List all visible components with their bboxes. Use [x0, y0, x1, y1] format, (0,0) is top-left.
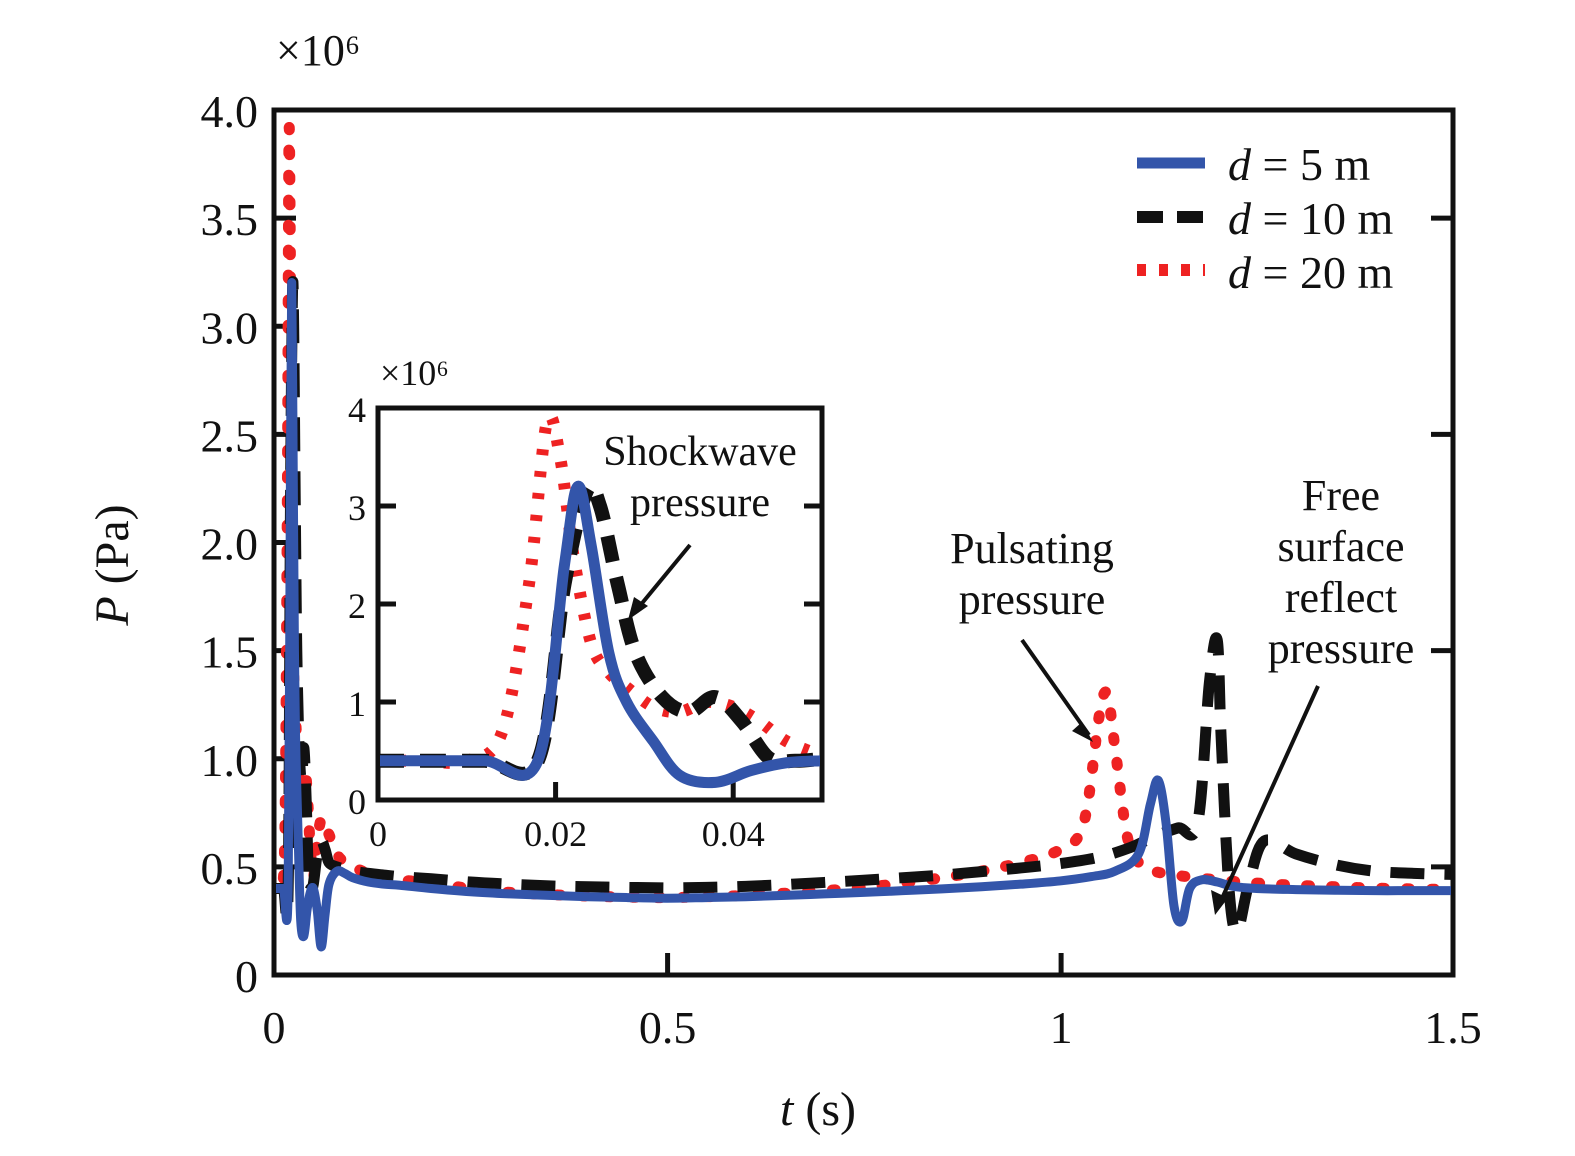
annotation-freesurface-line3: reflect: [1285, 573, 1397, 622]
legend-label-d10: d = 10 m: [1228, 193, 1393, 244]
x-ticklabel: 1: [1050, 1002, 1073, 1053]
inset-x-ticklabel: 0.02: [524, 814, 587, 854]
annotation-shockwave-pressure: Shockwave pressure: [603, 429, 797, 620]
inset-y-ticklabel: 4: [348, 390, 366, 430]
x-axis-title-unit: (s): [793, 1083, 856, 1136]
annotation-pulsating-leader: [1020, 638, 1091, 737]
inset-y-axis-exponent: ×10⁶: [380, 353, 449, 393]
annotation-shockwave-arrowhead: [628, 597, 648, 620]
legend-label-d20: d = 20 m: [1228, 247, 1393, 298]
inset-x-ticks: [375, 782, 736, 800]
inset-y-ticklabel: 0: [348, 782, 366, 822]
annotation-shockwave-line1: Shockwave: [603, 429, 797, 475]
inset-y-ticklabel: 3: [348, 488, 366, 528]
y-axis-exponent: ×10⁶: [276, 26, 360, 75]
series-line-d5: [276, 278, 1451, 952]
y-axis-title: P (Pa): [86, 504, 139, 626]
annotation-freesurface-line2: surface: [1277, 522, 1404, 571]
inset-y-ticks: [378, 405, 822, 803]
annotation-pulsating-line2: pressure: [959, 575, 1106, 624]
y-ticklabel: 1.5: [201, 627, 259, 678]
x-ticklabel: 0: [263, 1002, 286, 1053]
main-series-group: [276, 122, 1451, 952]
x-ticklabel: 1.5: [1424, 1002, 1482, 1053]
inset-y-ticklabel: 1: [348, 684, 366, 724]
y-ticklabel: 2.0: [201, 519, 259, 570]
annotation-pulsating-line1: Pulsating: [950, 524, 1114, 573]
legend-label-d5: d = 5 m: [1228, 139, 1370, 190]
inset-y-ticklabel: 2: [348, 586, 366, 626]
inset-x-ticklabel: 0: [369, 814, 387, 854]
x-ticklabel: 0.5: [639, 1002, 697, 1053]
y-ticklabel: 0: [235, 951, 258, 1002]
y-axis-title-var: P: [86, 596, 139, 626]
y-ticklabel: 4.0: [201, 86, 259, 137]
y-ticklabel: 0.5: [201, 843, 259, 894]
inset-x-ticklabel: 0.04: [702, 814, 765, 854]
y-ticklabel: 3.5: [201, 194, 259, 245]
y-ticklabel: 1.0: [201, 735, 259, 786]
main-x-ticklabels: 0 0.5 1 1.5: [263, 1002, 1482, 1053]
y-ticklabel: 2.5: [201, 410, 259, 461]
annotation-free-surface-reflect: Free surface reflect pressure: [1211, 471, 1414, 915]
y-axis-title-unit: (Pa): [86, 504, 139, 596]
annotation-freesurface-leader: [1217, 685, 1320, 906]
y-ticklabel: 3.0: [201, 302, 259, 353]
annotation-shockwave-leader: [632, 543, 692, 615]
annotation-shockwave-line2: pressure: [630, 480, 770, 526]
inset-series-line-d5: [380, 480, 820, 789]
annotation-freesurface-line1: Free: [1302, 471, 1380, 520]
legend: d = 5 m d = 10 m d = 20 m: [1137, 139, 1393, 298]
x-axis-title: t (s): [780, 1083, 856, 1136]
x-axis-title-var: t: [780, 1083, 795, 1136]
inset-y-ticklabels: 4 3 2 1 0: [348, 390, 366, 822]
annotation-pulsating-arrowhead: [1072, 722, 1093, 742]
annotation-pulsating-pressure: Pulsating pressure: [950, 524, 1114, 742]
annotation-freesurface-line4: pressure: [1268, 624, 1415, 673]
main-x-ticks: [271, 953, 1456, 975]
main-y-ticklabels: 4.0 3.5 3.0 2.5 2.0 1.5 1.0 0.5 0: [201, 86, 259, 1002]
inset-x-ticklabels: 0 0.02 0.04: [369, 814, 765, 854]
annotation-freesurface-arrowhead: [1211, 890, 1228, 915]
inset-series-group: [380, 410, 820, 789]
